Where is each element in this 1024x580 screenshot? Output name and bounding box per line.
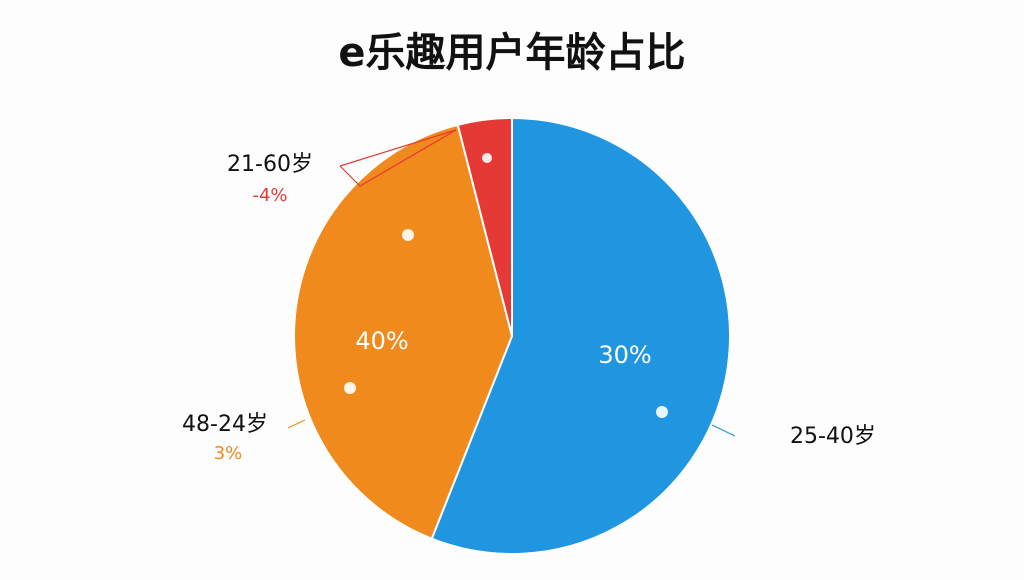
leader-line bbox=[711, 424, 736, 437]
pie-slice bbox=[430, 116, 731, 555]
chart-title: e乐趣用户年龄占比 bbox=[338, 30, 685, 76]
dot bbox=[656, 406, 668, 418]
annotation: -4% bbox=[252, 185, 287, 206]
slices bbox=[293, 116, 731, 555]
dot bbox=[482, 153, 492, 163]
category-label: 48-24岁 bbox=[182, 412, 268, 437]
dot bbox=[344, 382, 356, 394]
category-label: 25-40岁 bbox=[790, 424, 876, 449]
category-label: 21-60岁 bbox=[227, 152, 313, 177]
leader-line bbox=[287, 419, 306, 429]
pie-slice bbox=[293, 123, 514, 540]
leader-line bbox=[339, 129, 457, 187]
pie-slice bbox=[456, 116, 513, 337]
annotation: 3% bbox=[214, 443, 243, 464]
annotation: 30% bbox=[598, 341, 651, 369]
dot bbox=[402, 229, 414, 241]
annotation: 40% bbox=[355, 327, 408, 355]
